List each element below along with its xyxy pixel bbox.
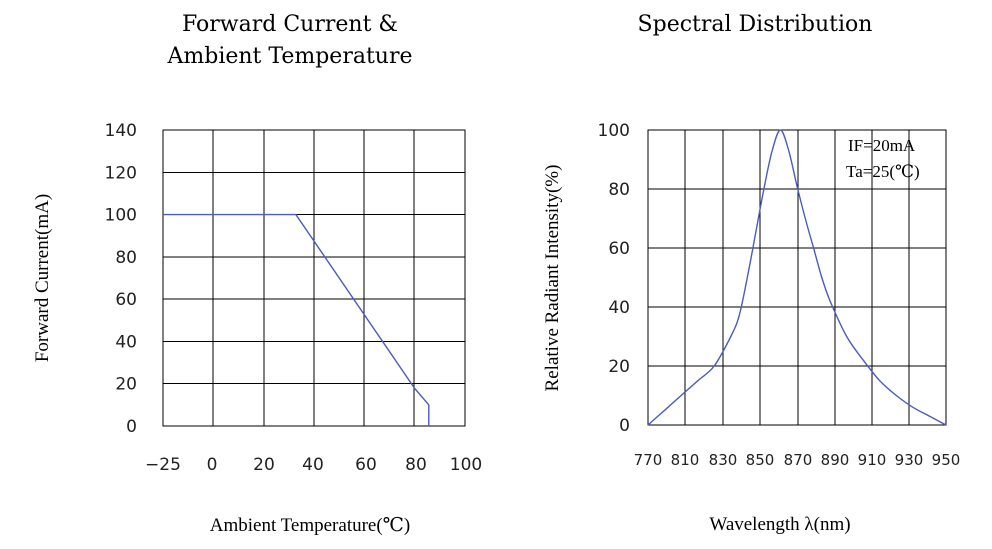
chart-1-x-tick-label: 0 [207,455,218,475]
chart-2-y-tick-label: 60 [608,239,630,259]
chart-2-y-tick-label: 0 [619,416,630,436]
chart-2-y-axis-label: Relative Radiant Intensity(%) [542,165,563,392]
chart-2-y-tick-label: 80 [608,180,630,200]
chart-1-series-line [163,213,430,426]
chart-1-y-tick-label: 140 [105,121,137,141]
chart-1-y-tick-label: 120 [105,163,137,183]
chart-1-y-tick-label: 0 [126,417,137,437]
chart-2-y-tick-label: 40 [608,298,630,318]
chart-1-x-tick-label: −25 [145,455,181,475]
chart-1-x-tick-label: 40 [302,455,324,475]
chart-2-x-tick-label: 810 [671,451,700,469]
chart-1-y-tick-label: 60 [115,290,137,310]
chart-1-x-tick-label: 20 [253,455,275,475]
chart-2-x-tick-label: 830 [709,451,738,469]
chart-1-title-line-1: Forward Current & [181,12,398,37]
chart-1-y-tick-label: 100 [105,206,137,226]
chart-1-x-tick-label: 60 [355,455,377,475]
chart-2-y-tick-label: 20 [608,357,630,377]
chart-2-y-tick-label: 100 [598,121,630,141]
chart-2-x-tick-label: 870 [784,451,813,469]
chart-2-annotation: Ta=25(℃) [846,162,920,181]
chart-1-x-tick-label: 100 [450,455,482,475]
chart-2-x-tick-label: 930 [895,451,924,469]
chart-2-frame [647,129,947,426]
chart-2-x-tick-label: 950 [932,451,961,469]
chart-2-x-tick-label: 890 [821,451,850,469]
chart-1-title-line-2: Ambient Temperature [167,44,413,69]
chart-2-x-tick-label: 850 [746,451,775,469]
chart-1-y-axis-label: Forward Current(mA) [32,194,53,362]
chart-1-y-tick-label: 80 [115,248,137,268]
chart-1-x-axis-label: Ambient Temperature(℃) [209,515,411,536]
chart-1-y-tick-label: 40 [115,332,137,352]
chart-2-x-tick-label: 910 [858,451,887,469]
chart-2-annotation: IF=20mA [848,136,916,155]
chart-2-series-line [647,129,947,426]
chart-1-y-tick-label: 20 [115,375,137,395]
chart-1-x-tick-label: 80 [405,455,427,475]
chart-2-x-tick-label: 770 [634,451,663,469]
chart-2-title: Spectral Distribution [637,12,873,37]
chart-2-x-axis-label: Wavelength λ(nm) [709,514,851,535]
